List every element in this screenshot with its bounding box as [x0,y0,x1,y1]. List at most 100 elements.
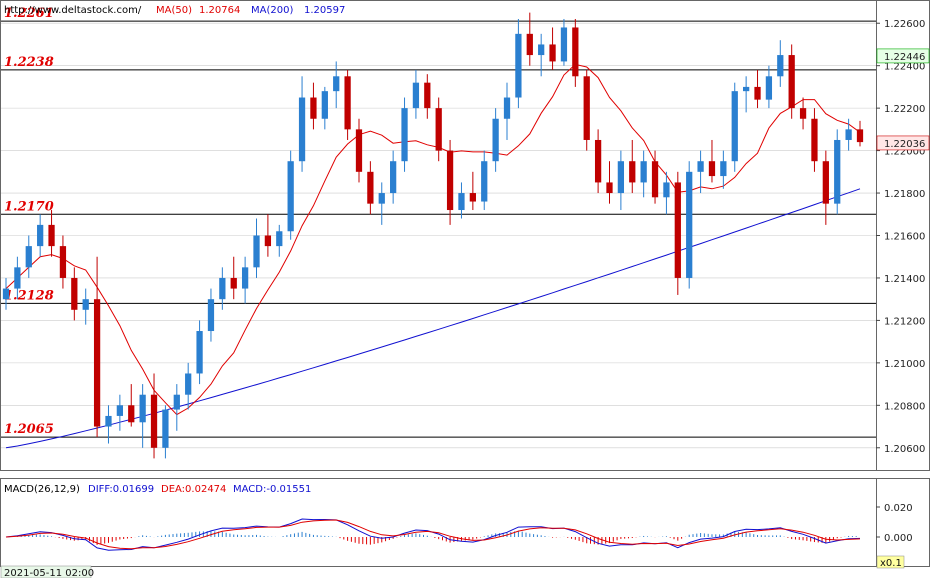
candle-body [811,118,818,162]
price-tick-label: 1.20800 [884,401,925,412]
candle-body [276,231,283,247]
candle-body [2,288,10,300]
price-axis: 1.22600 1.22400 1.22200 1.22000 1.21800 1.216… [876,19,930,455]
candle-body [310,97,317,119]
candle-body [173,394,180,410]
candle-body [743,86,750,92]
macd-dea: DEA:0.02474 [161,484,226,495]
level-lines: 1.2261 1.2238 1.2170 1.2128 1.2065 [1,6,876,438]
candle-body [606,182,613,194]
candle-body [333,76,340,92]
price-tick-label: 1.22000 [884,147,925,158]
candle-body [492,118,499,162]
highlight-price-label: 1.22446 [884,52,925,63]
candle-body [822,161,829,204]
candle-body [777,55,784,77]
macd-panel-frame [0,478,877,567]
ma50-line [5,63,861,416]
candle-body [845,129,852,140]
candle-body [241,267,249,289]
candle-body [503,97,511,119]
highlight-price-box [876,48,930,64]
price-tick-label: 1.22600 [884,19,925,30]
candle-body [720,161,727,177]
candle-body [515,33,522,98]
macd-value: MACD:-0.01551 [233,484,311,495]
candle-body [731,91,738,162]
candle-body [37,224,44,247]
date-box [0,565,92,578]
candle-body [93,299,101,427]
candle-body [321,91,328,119]
price-tick-label: 1.21400 [884,274,925,285]
candle-body [651,161,659,198]
price-tick-label: 1.21800 [884,189,925,200]
candle-body [25,246,32,268]
candle-body [424,82,431,109]
candle-body [469,193,476,202]
candle-body [105,415,112,427]
candle-body [390,161,397,194]
candle-body [572,27,579,77]
candle-body [207,299,215,332]
candle-body [765,76,773,100]
source-url[interactable]: http://www.deltastock.com/ [4,5,142,16]
candle-body [446,150,454,211]
candle-body [458,193,465,211]
candle-body [59,246,67,278]
candle-body [219,277,226,300]
candle-body [560,27,568,62]
price-axis-frame [876,0,930,471]
candle-body [435,108,442,151]
candle-body [674,182,681,278]
candle-body [799,108,807,119]
zoom-label[interactable]: x0.1 [880,558,902,569]
candle-body [287,161,294,232]
candle-body [629,161,636,183]
candle-body [344,76,351,130]
ma200-path [5,188,861,449]
candle-body [788,55,795,109]
current-price-label: 1.22036 [884,139,925,150]
ma50-value: 1.20764 [199,5,240,16]
macd-tick-label: 0.000 [884,533,913,544]
candle-body [856,129,864,143]
candle-body [253,235,260,268]
candle-body [264,235,272,247]
macd-dea-line [5,519,861,550]
price-tick-label: 1.22400 [884,62,925,73]
candle-body [71,277,78,310]
candle-body [298,97,306,162]
candle-body [834,139,841,204]
ma200-label: MA(200) [251,5,293,16]
price-tick-label: 1.21600 [884,232,925,243]
candle-body [481,161,488,202]
macd-tick-label: 0.020 [884,503,913,514]
level-label: 1.2238 [4,55,54,70]
candle-body [583,76,590,140]
price-tick-label: 1.22200 [884,104,925,115]
candle-body [549,44,556,62]
candle-body [230,277,237,289]
price-tick-label: 1.21200 [884,316,925,327]
zoom-box[interactable] [876,555,905,569]
ma200-line [5,188,861,449]
candle-body [617,161,625,194]
candle-body [640,161,647,183]
candle-body [196,331,203,374]
current-price-box [876,135,930,151]
level-label: 1.2170 [4,199,54,214]
price-tick-label: 1.20600 [884,444,925,455]
ma200-value: 1.20597 [304,5,345,16]
candle-body [708,161,716,177]
candle-body [139,394,146,423]
macd-panel: 0.020 0.000 [5,503,913,551]
candle-body [686,171,693,278]
candle-body [754,86,761,100]
candle-body [355,129,363,172]
level-label: 1.2261 [4,6,54,21]
candle-body [697,161,704,172]
candle-body [48,224,55,247]
